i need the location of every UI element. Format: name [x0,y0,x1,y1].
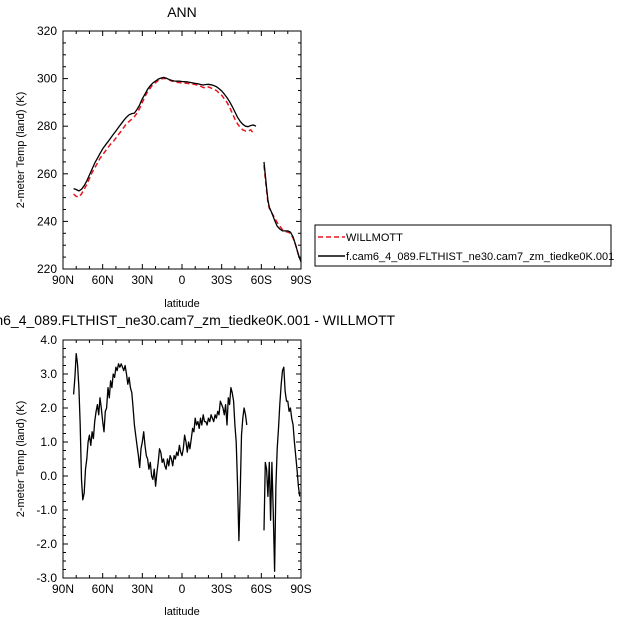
bottom-chart-title: f.cam6_4_089.FLTHIST_ne30.cam7_zm_tiedke… [0,312,396,328]
top-y-tick-label: 260 [37,167,57,181]
top-ticks: 90N 60N 30N 0 30S 60S 90S 220 240 260 280 300 320 [37,24,312,287]
top-series-lines [73,76,302,263]
bottom-y-tick-label: 4.0 [40,333,57,347]
top-x-tick-label: 90S [290,273,311,287]
top-y-tick-label: 300 [37,72,57,86]
top-panel: ANN 2-meter Temp (land) (K) latitude 90N… [15,4,312,310]
top-x-axis-label: latitude [164,298,199,310]
top-x-tick-label: 0 [179,273,186,287]
top-y-tick-label: 280 [37,119,57,133]
top-x-tick-label: 30N [131,273,153,287]
top-chart-title: ANN [167,4,197,20]
legend-box [314,224,612,267]
bottom-x-tick-label: 90N [52,582,74,596]
top-series-line-model [263,161,302,263]
bottom-x-axis-label: latitude [164,606,199,618]
top-series-line-willmott [73,77,255,198]
bottom-x-tick-label: 30N [131,582,153,596]
bottom-series-lines [72,352,301,572]
bottom-y-tick-label: -2.0 [36,537,57,551]
bottom-panel: f.cam6_4_089.FLTHIST_ne30.cam7_zm_tiedke… [0,312,396,618]
bottom-y-tick-label: 1.0 [40,435,57,449]
bottom-plot-frame [62,339,302,579]
top-x-tick-label: 60N [92,273,114,287]
bottom-y-tick-label: -1.0 [36,503,57,517]
top-y-tick-label: 240 [37,214,57,228]
bottom-x-tick-label: 90S [290,582,311,596]
legend: WILLMOTT f.cam6_4_089.FLTHIST_ne30.cam7_… [314,224,614,267]
top-series-line-model [73,76,257,192]
bottom-x-tick-label: 0 [179,582,186,596]
bottom-y-axis-label: 2-meter Temp (land) (K) [15,401,27,518]
top-x-tick-label: 90N [52,273,74,287]
bottom-y-tick-label: 3.0 [40,367,57,381]
bottom-series-line-difference [72,352,248,542]
legend-entry-model: f.cam6_4_089.FLTHIST_ne30.cam7_zm_tiedke… [346,251,614,263]
top-y-tick-label: 220 [37,262,57,276]
bottom-y-tick-label: 2.0 [40,401,57,415]
top-x-tick-label: 30S [211,273,232,287]
bottom-y-tick-label: 0.0 [40,469,57,483]
legend-entry-willmott: WILLMOTT [346,232,403,244]
bottom-series-line-difference [263,366,301,572]
top-x-tick-label: 60S [251,273,272,287]
top-plot-frame [62,30,302,270]
bottom-y-tick-label: -3.0 [36,571,57,585]
bottom-x-tick-label: 30S [211,582,232,596]
bottom-x-tick-label: 60N [92,582,114,596]
bottom-ticks: 90N 60N 30N 0 30S 60S 90S -3.0 -2.0 -1.0 0.0 1.0 2.0… [36,333,311,596]
top-y-tick-label: 320 [37,24,57,38]
top-y-axis-label: 2-meter Temp (land) (K) [15,92,27,209]
bottom-x-tick-label: 60S [251,582,272,596]
